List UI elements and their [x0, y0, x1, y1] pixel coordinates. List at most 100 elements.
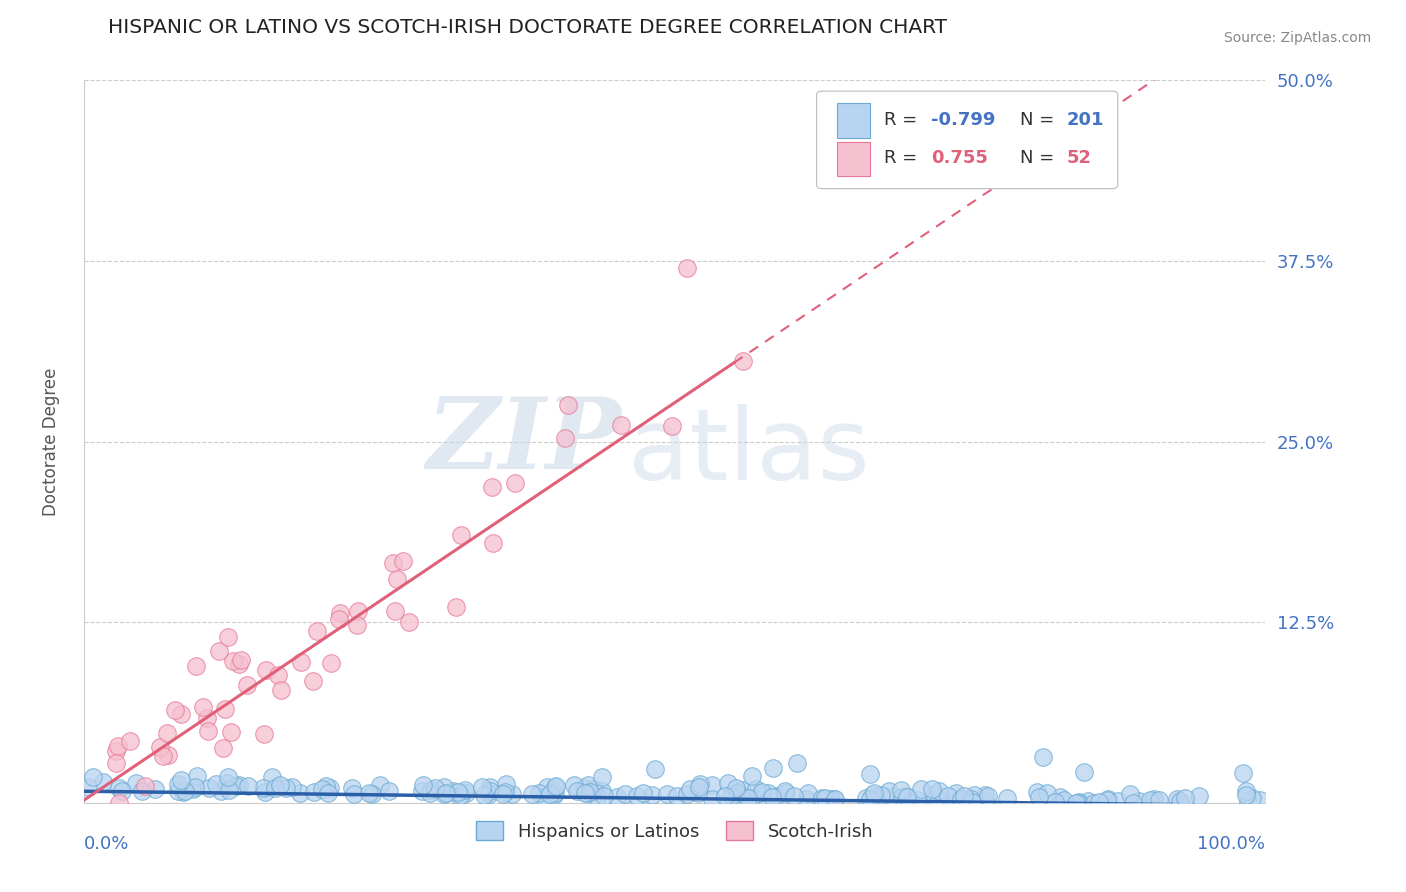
Point [472, 788, 495, 802]
Point [1142, 792, 1164, 806]
Point [454, 786, 477, 800]
Point [385, 572, 408, 586]
Point [181, 781, 204, 796]
Point [219, 725, 242, 739]
Point [533, 789, 555, 804]
Point [302, 785, 325, 799]
Point [1139, 793, 1161, 807]
Point [197, 723, 219, 738]
Point [882, 789, 904, 804]
Point [538, 787, 561, 801]
Point [125, 775, 148, 789]
Text: 201: 201 [1067, 111, 1105, 129]
Point [572, 781, 595, 796]
Bar [837, 142, 870, 177]
Text: Doctorate Degree: Doctorate Degree [42, 368, 60, 516]
Point [890, 789, 912, 804]
Point [613, 787, 636, 801]
Point [953, 789, 976, 804]
Point [960, 792, 983, 806]
Point [195, 711, 218, 725]
Point [644, 762, 666, 776]
Point [775, 785, 797, 799]
Point [134, 779, 156, 793]
Point [676, 787, 699, 801]
Point [714, 789, 737, 804]
Point [1107, 794, 1129, 808]
Point [702, 778, 724, 792]
Point [565, 783, 588, 797]
Point [1028, 790, 1050, 805]
FancyBboxPatch shape [817, 91, 1118, 189]
Point [725, 786, 748, 800]
Point [318, 780, 340, 795]
Text: N =: N = [1019, 149, 1060, 168]
Point [494, 785, 516, 799]
Point [170, 772, 193, 787]
Point [679, 781, 702, 796]
Point [1232, 765, 1254, 780]
Point [321, 657, 343, 671]
Legend: Hispanics or Latinos, Scotch-Irish: Hispanics or Latinos, Scotch-Irish [470, 814, 880, 848]
Point [253, 727, 276, 741]
Point [626, 789, 648, 804]
Point [1073, 764, 1095, 779]
Point [520, 788, 543, 802]
Point [450, 789, 472, 803]
Point [343, 788, 366, 802]
Point [1035, 786, 1057, 800]
Point [814, 790, 837, 805]
Point [1166, 792, 1188, 806]
Point [1249, 793, 1271, 807]
Point [263, 781, 285, 796]
Point [108, 796, 131, 810]
Point [751, 785, 773, 799]
Point [910, 781, 932, 796]
Point [724, 780, 747, 795]
Point [936, 789, 959, 803]
Point [236, 779, 259, 793]
Point [741, 769, 763, 783]
Point [717, 776, 740, 790]
Point [1043, 796, 1066, 810]
Point [434, 786, 457, 800]
Point [450, 528, 472, 542]
Point [165, 703, 187, 717]
Text: -0.799: -0.799 [931, 111, 995, 129]
Point [107, 739, 129, 753]
Point [810, 792, 832, 806]
Point [544, 780, 567, 795]
Point [167, 784, 190, 798]
Point [579, 785, 602, 799]
Point [859, 767, 882, 781]
Point [554, 431, 576, 445]
Point [1095, 793, 1118, 807]
Point [576, 778, 599, 792]
Point [666, 789, 689, 803]
Text: 0.755: 0.755 [931, 149, 988, 168]
Point [111, 784, 134, 798]
Point [860, 788, 883, 802]
Point [441, 784, 464, 798]
Point [329, 606, 352, 620]
Point [221, 655, 243, 669]
Point [818, 791, 841, 805]
Point [208, 644, 231, 658]
Point [76, 780, 98, 794]
Point [1052, 793, 1074, 807]
Point [862, 785, 884, 799]
Point [1069, 795, 1091, 809]
Point [574, 786, 596, 800]
Text: N =: N = [1019, 111, 1060, 129]
Point [1240, 791, 1263, 805]
Point [391, 554, 413, 568]
Bar [837, 103, 870, 138]
Point [170, 707, 193, 722]
Point [342, 780, 364, 795]
Point [262, 770, 284, 784]
Point [311, 782, 333, 797]
Point [737, 791, 759, 805]
Point [756, 786, 779, 800]
Point [183, 780, 205, 795]
Point [745, 782, 768, 797]
